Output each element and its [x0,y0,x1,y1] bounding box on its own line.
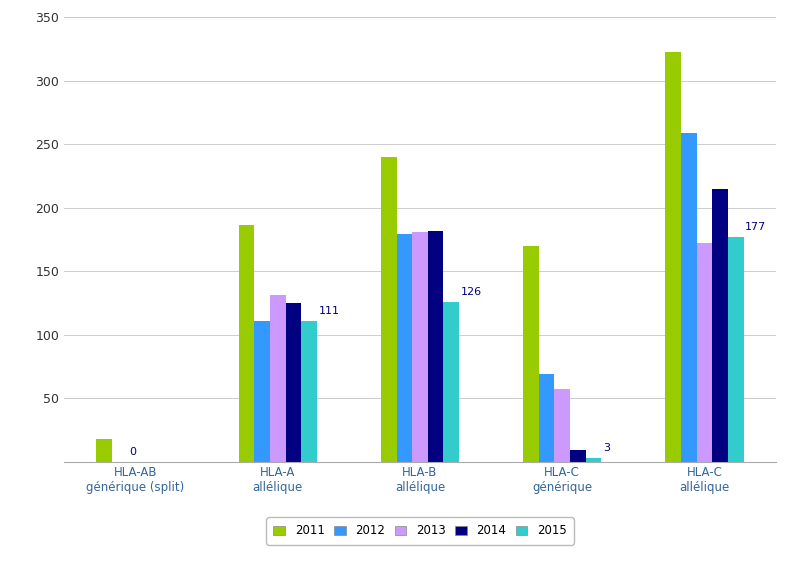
Bar [270,295,286,462]
Bar [554,389,570,462]
Bar [666,51,681,462]
Bar [428,231,443,462]
Text: 0: 0 [130,447,136,456]
Bar [397,234,412,462]
Bar [681,133,697,462]
Bar [728,237,744,462]
Bar [286,303,302,462]
Bar [712,189,728,462]
Text: 3: 3 [603,443,610,453]
Bar [302,321,317,462]
Text: 111: 111 [318,306,339,316]
Bar [443,302,459,462]
Bar [254,321,270,462]
Bar [570,450,586,462]
Bar [523,246,538,462]
Bar [538,374,554,462]
Legend: 2011, 2012, 2013, 2014, 2015: 2011, 2012, 2013, 2014, 2015 [266,518,574,545]
Text: 177: 177 [746,222,766,232]
Bar [238,226,254,462]
Bar [381,157,397,462]
Bar [697,243,712,462]
Bar [96,439,112,462]
Bar [412,232,428,462]
Bar [586,458,602,462]
Text: 126: 126 [461,287,482,297]
